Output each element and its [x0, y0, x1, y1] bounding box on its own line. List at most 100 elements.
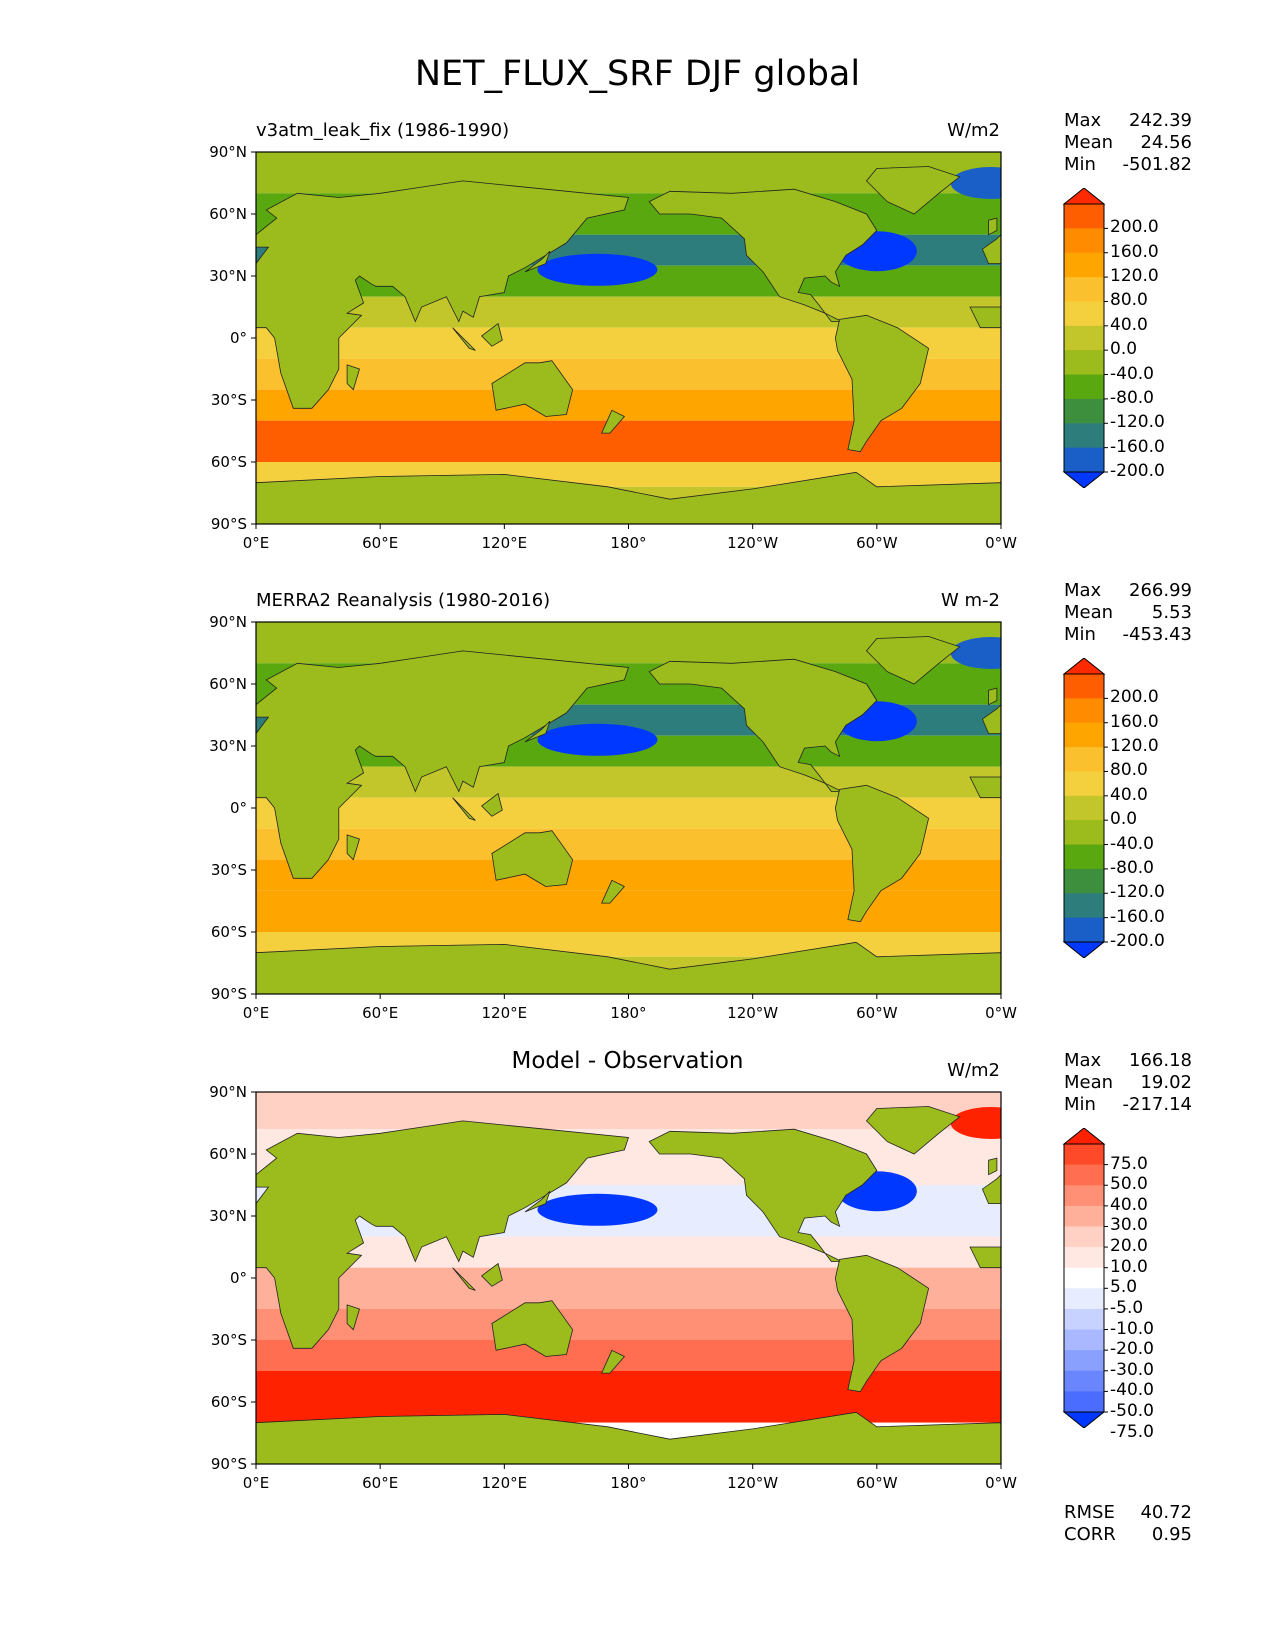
figure-title: NET_FLUX_SRF DJF global	[414, 54, 861, 94]
lon-tick-label: 120°W	[727, 1474, 778, 1492]
coastline-outline	[256, 941, 1001, 994]
stat-label: Max	[1064, 110, 1102, 131]
coastline-outline	[865, 1106, 961, 1155]
lat-tick-label: 0°	[230, 1269, 247, 1287]
colorbar-segment	[1064, 301, 1104, 327]
colorbar-segment	[1064, 722, 1104, 748]
colorbar-label: -120.0	[1110, 412, 1165, 433]
colorbar-segment	[1064, 204, 1104, 229]
kuroshio-anomaly	[537, 1193, 658, 1226]
lon-tick-label: 60°E	[362, 1474, 398, 1492]
colorbar-label: -30.0	[1110, 1359, 1154, 1380]
panel-title: Model - Observation	[511, 1048, 744, 1074]
lon-tick-label: 120°E	[482, 1004, 528, 1022]
colorbar	[1062, 188, 1108, 488]
colorbar-frame	[1063, 203, 1105, 473]
colorbar-label: 50.0	[1110, 1174, 1148, 1195]
colorbar-label: -20.0	[1110, 1339, 1154, 1360]
colorbar-segment	[1064, 893, 1104, 919]
colorbar-extend-min	[1062, 941, 1106, 958]
coastline-outline	[346, 834, 360, 861]
coastline-outline	[524, 250, 551, 273]
colorbar-segment	[1064, 398, 1104, 424]
colorbar-label: 0.0	[1110, 339, 1138, 360]
coastline-outline	[256, 650, 630, 879]
coastline-outline	[491, 360, 574, 417]
coastline-outline	[480, 322, 503, 347]
panel-title: MERRA2 Reanalysis (1980-2016)	[256, 590, 551, 611]
lat-tick-label: 30°N	[209, 267, 247, 285]
lat-tick-label: 90°S	[211, 515, 247, 533]
panel-diff: Model - Observation W/m2 90°N 60°N 30°N 0° 3…	[0, 1048, 1275, 1545]
metric-value: 40.72	[1140, 1502, 1192, 1523]
coastline-outline	[491, 1300, 574, 1357]
lon-tick-label: 120°W	[727, 534, 778, 552]
colorbar-segment	[1064, 820, 1104, 846]
lon-tick-label: 120°E	[482, 534, 528, 552]
metric-label: RMSE	[1064, 1502, 1115, 1523]
metric-label: CORR	[1064, 1524, 1116, 1545]
lat-tick-label: 90°N	[209, 613, 247, 631]
lat-tick-label: 90°N	[209, 1083, 247, 1101]
colorbar-frame	[1063, 1143, 1105, 1413]
lat-tick-label: 90°N	[209, 143, 247, 161]
colorbar-segment	[1064, 844, 1104, 870]
stat-label: Mean	[1064, 132, 1114, 153]
colorbar-label: 40.0	[1110, 1194, 1148, 1215]
field-band	[256, 420, 1001, 462]
colorbar-segment	[1064, 1144, 1104, 1166]
colorbar-segment	[1064, 1185, 1104, 1207]
colorbar-label: -160.0	[1110, 436, 1165, 457]
lon-tick-label: 60°E	[362, 534, 398, 552]
colorbar-label: -200.0	[1110, 931, 1165, 951]
stat-value: -501.82	[1122, 154, 1192, 175]
colorbar-label: 120.0	[1110, 266, 1159, 287]
colorbar-extend-max	[1062, 658, 1106, 675]
colorbar-label: -40.0	[1110, 1380, 1154, 1401]
colorbar	[1062, 1128, 1108, 1428]
colorbar-label: 20.0	[1110, 1236, 1148, 1257]
colorbar-segment	[1064, 1288, 1104, 1310]
colorbar-segment	[1064, 917, 1104, 943]
stat-label: Min	[1064, 1094, 1096, 1115]
colorbar-label: -40.0	[1110, 363, 1154, 384]
lon-tick-label: 60°W	[856, 534, 898, 552]
kuroshio-anomaly	[537, 723, 658, 756]
colorbar-segment	[1064, 325, 1104, 351]
lon-tick-label: 180°	[610, 534, 646, 552]
colorbar-labels: 200.0 160.0 120.0 80.0 40.0 0.0 -40.0 -80.0 -120…	[1110, 188, 1190, 488]
field-band	[256, 296, 1001, 328]
lon-tick-label: 180°	[610, 1004, 646, 1022]
colorbar	[1062, 658, 1108, 958]
colorbar-segment	[1064, 277, 1104, 302]
lon-tick-label: 0°E	[243, 1004, 270, 1022]
stat-value: 166.18	[1129, 1050, 1192, 1071]
colorbar-segment	[1064, 1370, 1104, 1392]
coastline-outline	[346, 364, 360, 391]
colorbar-segment	[1064, 1267, 1104, 1289]
coastline-outline	[648, 188, 878, 322]
stat-value: 266.99	[1129, 580, 1192, 601]
coastline-outline	[256, 180, 630, 409]
lon-tick-label: 120°W	[727, 1004, 778, 1022]
colorbar-segment	[1064, 1308, 1104, 1331]
lat-tick-label: 60°N	[209, 675, 247, 693]
lat-tick-label: 90°S	[211, 985, 247, 1003]
lat-tick-label: 60°N	[209, 205, 247, 223]
panel-title: v3atm_leak_fix (1986-1990)	[256, 120, 510, 141]
coastline-outline	[865, 636, 961, 685]
nordic-seas-anomaly	[950, 637, 1001, 669]
coastline-outline	[256, 471, 1001, 524]
colorbar-label: -10.0	[1110, 1318, 1154, 1339]
colorbar-segment	[1064, 1164, 1104, 1186]
stat-label: Max	[1064, 580, 1102, 601]
nordic-seas-anomaly	[950, 167, 1001, 199]
panel-model: v3atm_leak_fix (1986-1990) W/m2 90°N 60°N…	[0, 110, 1275, 560]
colorbar-extend-max	[1062, 1128, 1106, 1145]
colorbar-segment	[1064, 1247, 1104, 1269]
coastline-outline	[480, 1262, 503, 1287]
colorbar-labels: 200.0 160.0 120.0 80.0 40.0 0.0 -40.0 -80.0 -120…	[1110, 658, 1190, 958]
lat-tick-label: 60°S	[211, 1393, 247, 1411]
lon-tick-label: 0°W	[985, 1004, 1017, 1022]
field-band	[256, 766, 1001, 798]
